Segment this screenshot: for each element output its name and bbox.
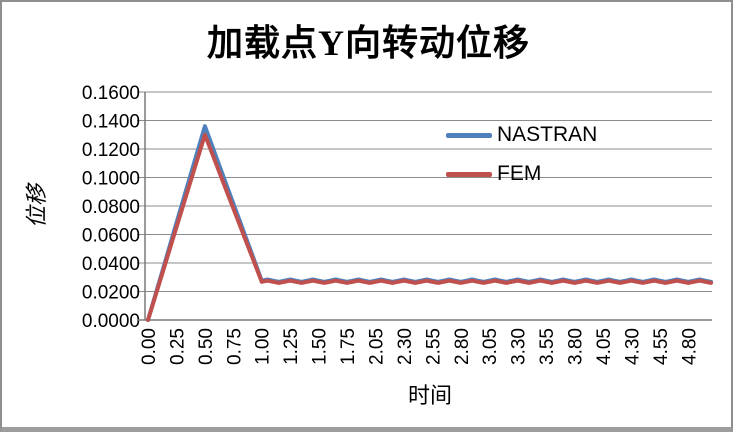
chart-title: 加载点Y向转动位移 (207, 23, 530, 63)
series-line-fem (146, 132, 713, 322)
y-tick-label: 0.1400 (82, 112, 140, 133)
x-axis-title: 时间 (407, 383, 452, 408)
y-tick-label: 0.1600 (82, 83, 140, 104)
y-tick-label: 0.1200 (82, 140, 140, 161)
x-tick-label: 2.05 (366, 328, 387, 365)
x-tick-label: 1.25 (281, 328, 302, 365)
x-tick-label: 2.55 (423, 328, 444, 365)
x-tick-label: 1.75 (338, 328, 359, 365)
fem-line-swatch (446, 171, 492, 177)
x-tick-label: 0.25 (167, 328, 188, 365)
y-axis-title: 位移 (24, 184, 49, 229)
legend-item-nastran: NASTRAN (446, 122, 597, 148)
x-tick-label: 4.30 (622, 328, 643, 365)
x-tick-label: 4.05 (594, 328, 615, 365)
x-tick-label: 3.05 (480, 328, 501, 365)
x-tick-label: 4.55 (651, 328, 672, 365)
x-tick-label: 4.80 (679, 328, 700, 365)
y-tick-label: 0.0200 (82, 283, 140, 304)
x-tick-label: 3.80 (566, 328, 587, 365)
x-tick-label: 0.50 (196, 328, 217, 365)
y-tick-label: 0.0600 (82, 226, 140, 247)
y-tick-label: 0.0800 (82, 197, 140, 218)
y-tick-label: 0.0000 (82, 311, 140, 332)
legend-label-nastran: NASTRAN (497, 123, 598, 146)
y-tick-label: 0.0400 (82, 254, 140, 275)
x-tick-label: 3.55 (537, 328, 558, 365)
x-tick-label: 2.30 (395, 328, 416, 365)
x-tick-label: 0.00 (139, 328, 160, 365)
x-tick-label: 1.00 (253, 328, 274, 365)
nastran-line-swatch (446, 132, 492, 138)
x-tick-label: 2.80 (452, 328, 473, 365)
legend-item-fem: FEM (446, 161, 597, 187)
y-tick-label: 0.1000 (82, 169, 140, 190)
x-tick-label: 3.30 (509, 328, 530, 365)
x-tick-label: 0.75 (224, 328, 245, 365)
legend-label-fem: FEM (497, 162, 542, 185)
series-line-nastran (146, 124, 713, 322)
x-tick-label: 1.50 (310, 328, 331, 365)
legend: NASTRAN FEM (446, 122, 597, 187)
